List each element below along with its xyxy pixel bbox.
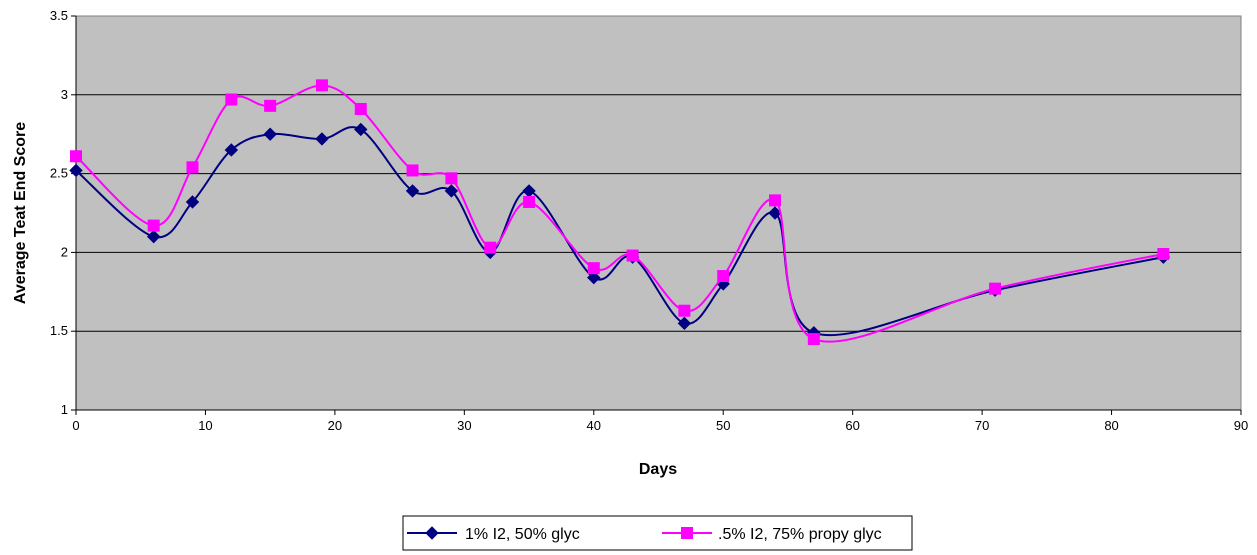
data-point — [355, 103, 366, 114]
data-point — [808, 334, 819, 345]
x-tick-label: 0 — [72, 418, 79, 433]
data-point — [148, 220, 159, 231]
data-point — [265, 100, 276, 111]
data-point — [187, 162, 198, 173]
x-tick-label: 60 — [845, 418, 859, 433]
data-point — [226, 94, 237, 105]
data-point — [770, 195, 781, 206]
x-tick-label: 10 — [198, 418, 212, 433]
data-point — [524, 196, 535, 207]
x-tick-label: 90 — [1234, 418, 1248, 433]
y-tick-label: 3 — [61, 87, 68, 102]
data-point — [990, 283, 1001, 294]
data-point — [718, 271, 729, 282]
plot-area — [76, 16, 1241, 410]
data-point — [627, 250, 638, 261]
legend-swatch-marker — [682, 528, 693, 539]
x-tick-label: 70 — [975, 418, 989, 433]
y-tick-label: 2 — [61, 244, 68, 259]
y-tick-label: 1 — [61, 402, 68, 417]
data-point — [446, 173, 457, 184]
x-tick-label: 40 — [587, 418, 601, 433]
x-axis-title: Days — [639, 461, 677, 478]
data-point — [588, 263, 599, 274]
y-tick-label: 1.5 — [50, 323, 68, 338]
x-tick-label: 20 — [328, 418, 342, 433]
data-point — [407, 165, 418, 176]
legend-label: .5% I2, 75% propy glyc — [718, 526, 882, 543]
legend-label: 1% I2, 50% glyc — [465, 526, 580, 543]
data-point — [1158, 248, 1169, 259]
x-tick-label: 30 — [457, 418, 471, 433]
legend: 1% I2, 50% glyc .5% I2, 75% propy glyc — [403, 516, 912, 550]
y-axis-title: Average Teat End Score — [12, 122, 29, 304]
data-point — [679, 305, 690, 316]
data-point — [485, 242, 496, 253]
x-tick-label: 80 — [1104, 418, 1118, 433]
data-point — [71, 151, 82, 162]
y-tick-label: 2.5 — [50, 166, 68, 181]
data-point — [316, 80, 327, 91]
y-tick-label: 3.5 — [50, 8, 68, 23]
x-tick-label: 50 — [716, 418, 730, 433]
